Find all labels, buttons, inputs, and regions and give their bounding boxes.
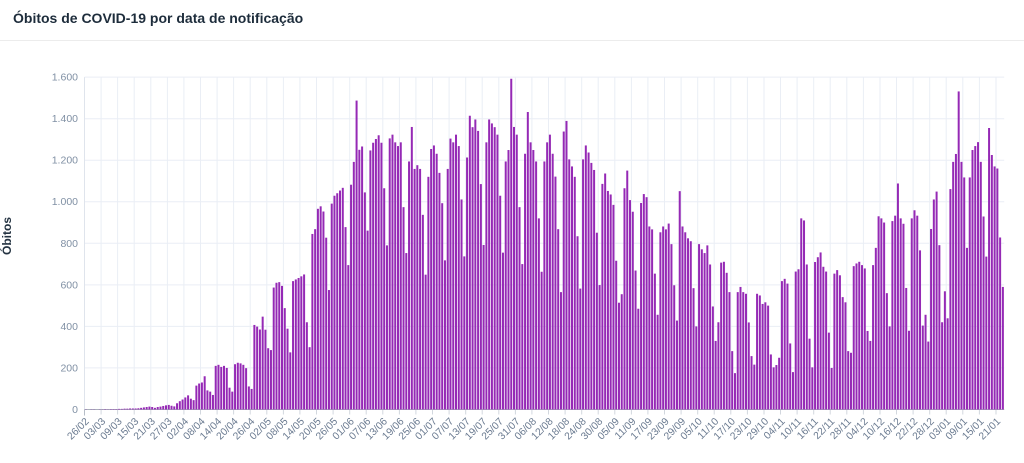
- svg-text:800: 800: [60, 238, 78, 250]
- svg-text:400: 400: [60, 321, 78, 333]
- svg-text:600: 600: [60, 279, 78, 291]
- svg-text:1.600: 1.600: [52, 72, 78, 84]
- svg-text:1.000: 1.000: [52, 196, 78, 208]
- svg-text:1.200: 1.200: [52, 155, 78, 167]
- svg-text:0: 0: [72, 404, 78, 416]
- svg-text:200: 200: [60, 362, 78, 374]
- svg-text:1.400: 1.400: [52, 113, 78, 125]
- svg-text:Óbitos: Óbitos: [0, 217, 14, 255]
